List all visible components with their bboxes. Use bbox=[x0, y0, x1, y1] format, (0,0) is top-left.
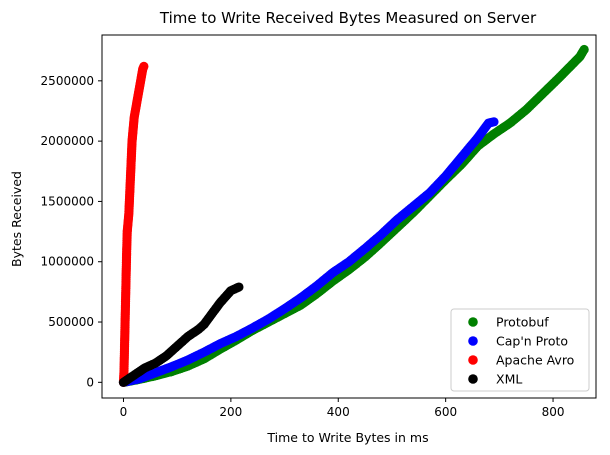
y-tick-label: 500000 bbox=[48, 315, 94, 329]
legend-entry: XML bbox=[496, 372, 522, 387]
x-tick-label: 600 bbox=[434, 405, 457, 419]
legend: Protobuf Cap'n Proto Apache Avro XML bbox=[450, 308, 590, 392]
legend-box bbox=[450, 308, 590, 392]
y-tick-label: 2500000 bbox=[41, 74, 94, 88]
y-tick-label: 1500000 bbox=[41, 194, 94, 208]
x-tick-label: 400 bbox=[327, 405, 350, 419]
x-tick-label: 0 bbox=[120, 405, 128, 419]
data-points bbox=[118, 44, 589, 387]
axes: 0 200 400 600 800 0 500000 1000000 1500000 200000… bbox=[41, 34, 597, 419]
series-1 bbox=[118, 117, 499, 387]
x-axis-label: Time to Write Bytes in ms bbox=[266, 430, 428, 445]
series-2 bbox=[118, 61, 149, 387]
legend-marker bbox=[468, 317, 478, 327]
legend-entry: Apache Avro bbox=[496, 353, 574, 368]
y-tick-label: 2000000 bbox=[41, 134, 94, 148]
y-tick-label: 1000000 bbox=[41, 255, 94, 269]
data-point bbox=[139, 61, 149, 71]
series-3 bbox=[118, 282, 244, 387]
legend-marker bbox=[468, 374, 478, 384]
legend-entry: Protobuf bbox=[496, 315, 549, 330]
x-tick-label: 800 bbox=[542, 405, 565, 419]
legend-marker bbox=[468, 355, 478, 365]
legend-marker bbox=[468, 336, 478, 346]
y-tick-label: 0 bbox=[86, 375, 94, 389]
chart-title: Time to Write Received Bytes Measured on… bbox=[159, 9, 537, 27]
x-tick-label: 200 bbox=[219, 405, 242, 419]
plot-frame bbox=[101, 34, 597, 399]
data-point bbox=[489, 117, 499, 127]
data-point bbox=[579, 44, 589, 55]
legend-entry: Cap'n Proto bbox=[496, 334, 568, 349]
y-axis-label: Bytes Received bbox=[9, 171, 24, 267]
data-point bbox=[234, 282, 244, 292]
